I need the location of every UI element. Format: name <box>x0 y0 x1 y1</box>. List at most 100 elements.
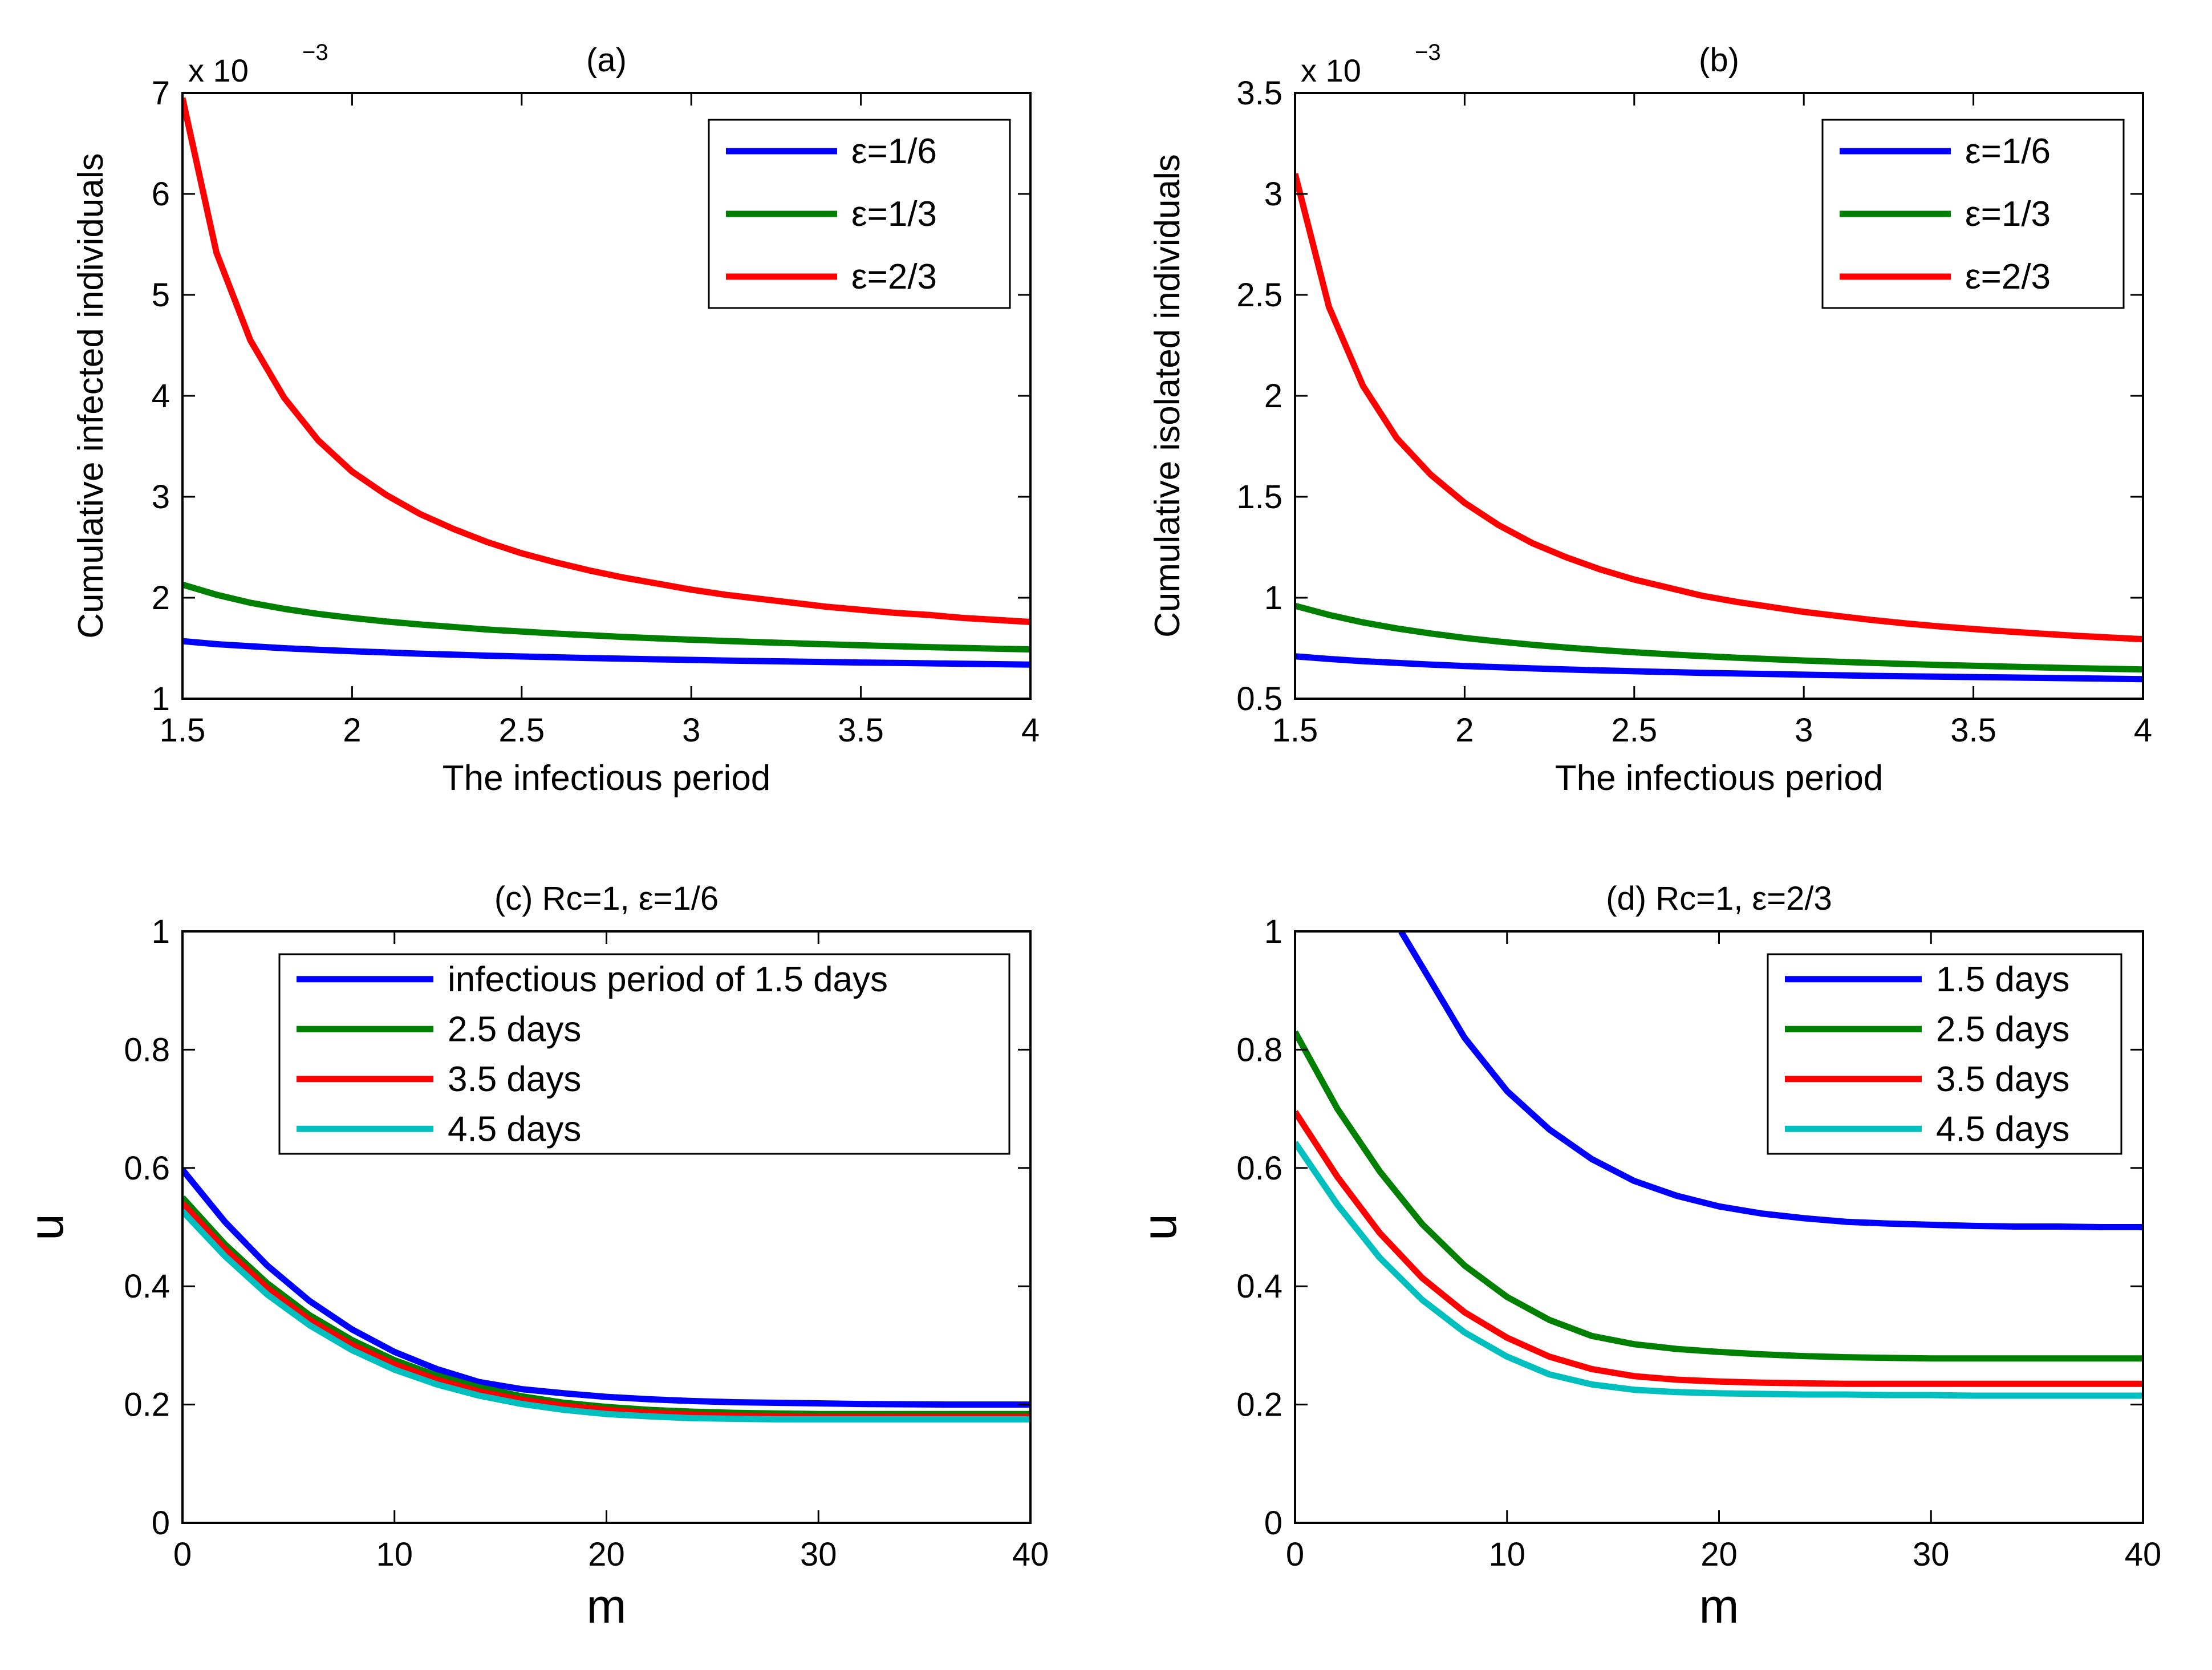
y-axis-label: Cumulative isolated individuals <box>1148 154 1187 638</box>
panel-c: 0 10 20 30 40 0 0.2 0.4 0.6 0.8 1 (c) Rc=1, ε=1/6 m u… <box>19 880 1049 1633</box>
y-tick-label: 1 <box>152 913 170 950</box>
y-axis-label: Cumulative infected individuals <box>71 153 111 638</box>
y-scale-exponent: −3 <box>302 40 328 65</box>
x-tick-label: 0 <box>1286 1536 1304 1573</box>
panel-title: (b) <box>1699 42 1739 79</box>
series-line-1 <box>1398 931 2143 1230</box>
x-axis-label: m <box>587 1579 627 1633</box>
y-tick-label: 0.8 <box>124 1031 170 1068</box>
x-tick-label: 0 <box>173 1536 192 1573</box>
y-tick-label: 0.6 <box>1236 1150 1282 1187</box>
panel-title: (c) Rc=1, ε=1/6 <box>494 880 719 917</box>
y-tick-label: 3 <box>152 479 170 516</box>
x-tick-label: 2 <box>1455 712 1474 749</box>
x-tick-label: 30 <box>800 1536 837 1573</box>
x-tick-label: 30 <box>1913 1536 1950 1573</box>
legend-label-2: ε=1/3 <box>851 194 937 234</box>
y-tick-label: 5 <box>152 277 170 314</box>
y-tick-label: 0.8 <box>1236 1031 1282 1068</box>
y-tick-label: 3.5 <box>1236 75 1282 112</box>
legend: ε=1/6 ε=1/3 ε=2/3 <box>708 119 1011 309</box>
x-tick-label: 10 <box>1488 1536 1525 1573</box>
x-tick-label: 40 <box>2125 1536 2162 1573</box>
legend-box <box>278 953 1010 1155</box>
legend-label-1: 1.5 days <box>1936 960 2069 999</box>
y-scale-exponent: −3 <box>1415 40 1441 65</box>
legend-label-2: 2.5 days <box>448 1010 581 1049</box>
x-tick-label: 40 <box>1012 1536 1049 1573</box>
y-tick-label: 0.2 <box>124 1387 170 1424</box>
panel-d: 0 10 20 30 40 0 0.2 0.4 0.6 0.8 1 (d) Rc=1, ε=2/3 m u… <box>1133 880 2161 1633</box>
legend-label-1: infectious period of 1.5 days <box>448 960 888 999</box>
series-line-4 <box>182 1209 1030 1422</box>
y-tick-label: 2.5 <box>1236 277 1282 314</box>
series-line-3 <box>182 97 1030 625</box>
legend: ε=1/6 ε=1/3 ε=2/3 <box>1821 119 2125 309</box>
x-axis-label: m <box>1699 1579 1739 1633</box>
legend-label-3: 3.5 days <box>448 1060 581 1099</box>
panel-a: 1.5 2 2.5 3 3.5 4 1 2 3 4 5 6 7 (a) The infectious per… <box>71 40 1040 798</box>
y-tick-label: 0.6 <box>124 1150 170 1187</box>
y-tick-label: 1 <box>152 680 170 718</box>
panel-title: (d) Rc=1, ε=2/3 <box>1606 880 1832 917</box>
series-line-2 <box>1295 1030 2143 1362</box>
series-line-2 <box>1295 602 2143 673</box>
series-line-3 <box>1295 1110 2143 1387</box>
x-tick-label: 1.5 <box>160 712 206 749</box>
y-tick-label: 0.5 <box>1236 680 1282 718</box>
x-tick-label: 1.5 <box>1272 712 1318 749</box>
legend-label-1: ε=1/6 <box>851 132 937 171</box>
y-tick-label: 4 <box>152 378 170 415</box>
y-tick-label: 0.4 <box>1236 1268 1282 1305</box>
legend-label-2: 2.5 days <box>1936 1010 2069 1049</box>
y-tick-label: 0 <box>152 1505 170 1542</box>
legend-label-3: 3.5 days <box>1936 1060 2069 1099</box>
legend-label-4: 4.5 days <box>1936 1109 2069 1149</box>
y-tick-label: 0.2 <box>1236 1387 1282 1424</box>
series-line-2 <box>182 581 1030 653</box>
y-tick-label: 6 <box>152 176 170 213</box>
series-line-4 <box>1295 1141 2143 1399</box>
legend-label-3: ε=2/3 <box>851 257 937 297</box>
y-tick-label: 7 <box>152 75 170 112</box>
series-line-3 <box>1295 173 2143 643</box>
x-axis-label: The infectious period <box>1555 759 1884 798</box>
panel-b: 1.5 2 2.5 3 3.5 4 0.5 1 1.5 2 2.5 3 3.5 (b) The infect… <box>1148 40 2152 798</box>
x-axis-label: The infectious period <box>443 759 771 798</box>
y-scale-base: x 10 <box>1301 52 1361 88</box>
x-tick-label: 2 <box>343 712 361 749</box>
x-tick-label: 3 <box>1795 712 1813 749</box>
y-tick-label: 2 <box>152 579 170 617</box>
legend-label-2: ε=1/3 <box>1965 194 2051 234</box>
legend-label-1: ε=1/6 <box>1965 132 2051 171</box>
x-tick-label: 20 <box>1700 1536 1738 1573</box>
y-scale-base: x 10 <box>188 52 249 88</box>
x-tick-label: 3.5 <box>1950 712 1996 749</box>
x-tick-label: 2.5 <box>498 712 545 749</box>
y-tick-label: 1.5 <box>1236 479 1282 516</box>
legend-box <box>1767 953 2122 1155</box>
series-line-1 <box>182 638 1030 668</box>
y-tick-label: 1 <box>1264 579 1282 617</box>
y-tick-label: 0 <box>1264 1505 1282 1542</box>
x-tick-label: 2.5 <box>1611 712 1657 749</box>
legend: 1.5 days 2.5 days 3.5 days 4.5 days <box>1767 953 2122 1155</box>
y-axis-label: u <box>19 1214 73 1241</box>
x-tick-label: 4 <box>1021 712 1040 749</box>
x-tick-label: 20 <box>588 1536 625 1573</box>
y-tick-label: 3 <box>1264 176 1282 213</box>
y-axis-label: u <box>1133 1214 1186 1241</box>
x-tick-label: 4 <box>2134 712 2152 749</box>
legend: infectious period of 1.5 days 2.5 days 3.5… <box>278 953 1010 1155</box>
y-tick-label: 1 <box>1264 913 1282 950</box>
legend-label-4: 4.5 days <box>448 1109 581 1149</box>
y-tick-label: 0.4 <box>124 1268 170 1305</box>
x-tick-label: 3 <box>682 712 700 749</box>
panel-title: (a) <box>586 42 627 79</box>
x-tick-label: 10 <box>376 1536 413 1573</box>
y-tick-label: 2 <box>1264 378 1282 415</box>
series-line-1 <box>1295 653 2143 683</box>
x-tick-label: 3.5 <box>838 712 884 749</box>
legend-label-3: ε=2/3 <box>1965 257 2051 297</box>
